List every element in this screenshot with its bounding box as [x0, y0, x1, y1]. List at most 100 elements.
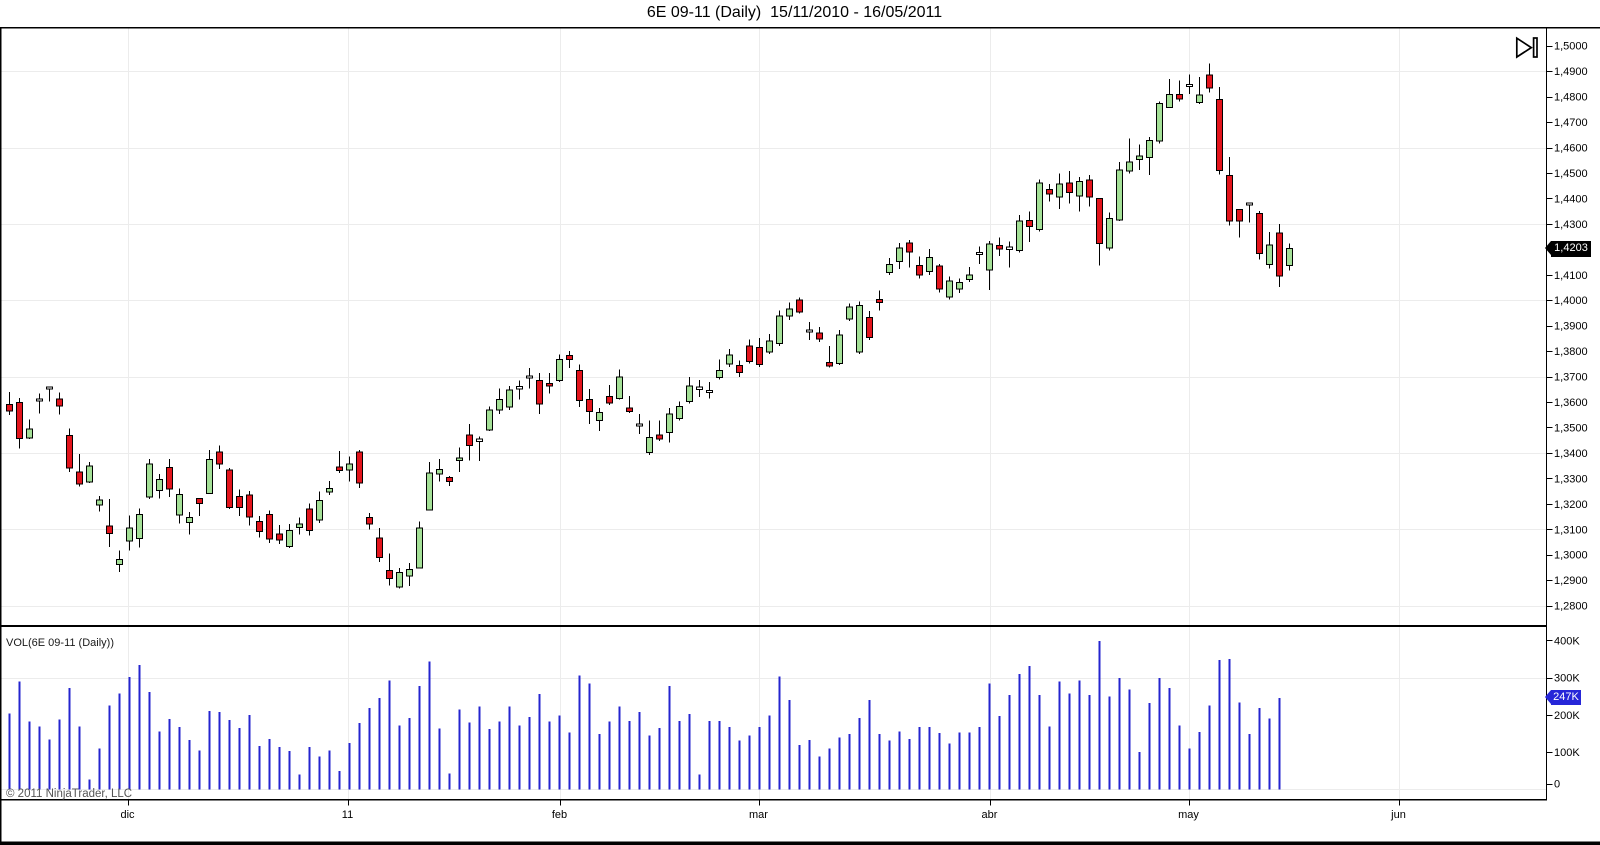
price-gridline [1, 377, 1546, 378]
price-tick [1547, 122, 1553, 123]
candle-down [306, 508, 313, 531]
candle-up [116, 558, 123, 566]
month-label: abr [982, 809, 998, 821]
candle-wick [9, 391, 10, 415]
volume-bar [808, 739, 811, 790]
candle-up [496, 399, 503, 411]
candle-wick [339, 451, 340, 473]
volume-bar [1018, 673, 1021, 790]
candle-down [46, 386, 53, 390]
volume-axis-label: 300K [1554, 673, 1580, 685]
volume-bar [1108, 696, 1111, 790]
volume-bar [1188, 748, 1191, 790]
panel-separator [0, 625, 1546, 627]
month-label: dic [120, 809, 135, 821]
candle-wick [109, 499, 110, 547]
price-axis-label: 1,4100 [1554, 270, 1588, 282]
candle-down [756, 346, 763, 366]
volume-bar [738, 740, 741, 790]
last-price-value: 1,4203 [1554, 242, 1588, 254]
candle-down [446, 476, 453, 482]
candle-down [906, 242, 913, 253]
volume-bar [1118, 678, 1121, 790]
candle-up [896, 247, 903, 263]
candle-up [406, 569, 413, 577]
volume-bar [488, 729, 491, 790]
volume-bar [768, 715, 771, 790]
candle-down [606, 395, 613, 404]
month-label: may [1178, 809, 1199, 821]
price-axis-label: 1,4700 [1554, 117, 1588, 129]
volume-bar [968, 732, 971, 790]
candle-wick [519, 380, 520, 400]
candle-up [1056, 183, 1063, 198]
volume-bar [718, 720, 721, 790]
volume-bar [1218, 660, 1221, 790]
price-tick [1547, 529, 1553, 530]
candle-down [876, 298, 883, 303]
volume-bar [98, 748, 101, 790]
volume-bar [308, 746, 311, 790]
candle-wick [629, 395, 630, 414]
candle-down [1216, 99, 1223, 172]
volume-bar [408, 717, 411, 790]
panel-left-border [0, 27, 2, 845]
candle-up [676, 405, 683, 419]
candle-down [1086, 179, 1093, 198]
candle-up [326, 487, 333, 493]
volume-axis-label: 0 [1554, 779, 1560, 791]
candle-up [666, 413, 673, 433]
candle-up [856, 304, 863, 353]
volume-bar [298, 774, 301, 790]
volume-bar [1278, 697, 1281, 790]
candle-down [256, 520, 263, 532]
go-to-last-bar-icon[interactable] [1515, 36, 1538, 59]
candle-down [546, 383, 553, 387]
price-axis-label: 1,3200 [1554, 499, 1588, 511]
candle-wick [969, 266, 970, 282]
volume-bar [1078, 680, 1081, 790]
price-gridline [1, 300, 1546, 301]
volume-bar [1138, 752, 1141, 790]
price-tick [1547, 224, 1553, 225]
price-tick [1547, 478, 1553, 479]
volume-bar [668, 685, 671, 790]
price-tick [1547, 453, 1553, 454]
volume-bar [638, 711, 641, 790]
candle-down [66, 435, 73, 469]
candle-up [686, 385, 693, 402]
volume-bar [498, 721, 501, 790]
volume-bar [1228, 659, 1231, 790]
candle-down [1066, 182, 1073, 193]
month-tick [1189, 800, 1190, 806]
volume-bar [338, 771, 341, 790]
volume-bar [758, 726, 761, 790]
price-tick [1547, 377, 1553, 378]
candle-up [186, 517, 193, 524]
volume-bar [468, 722, 471, 790]
price-tick [1547, 97, 1553, 98]
candle-wick [1179, 80, 1180, 102]
month-label: feb [552, 809, 567, 821]
candle-down [996, 245, 1003, 250]
volume-bar [378, 698, 381, 790]
candle-up [1156, 103, 1163, 142]
candle-up [1136, 155, 1143, 160]
candle-up [806, 329, 813, 333]
price-axis-label: 1,3800 [1554, 346, 1588, 358]
volume-bar [588, 683, 591, 790]
month-label: mar [749, 809, 768, 821]
candle-up [836, 334, 843, 364]
volume-bar [698, 774, 701, 790]
price-tick [1547, 326, 1553, 327]
month-tick [348, 800, 349, 806]
volume-bar [8, 713, 11, 790]
volume-bar [908, 738, 911, 790]
candle-up [426, 472, 433, 511]
candle-up [1076, 180, 1083, 197]
candle-down [466, 434, 473, 447]
candle-down [1176, 94, 1183, 100]
volume-bar [168, 719, 171, 790]
volume-bar [128, 676, 131, 790]
